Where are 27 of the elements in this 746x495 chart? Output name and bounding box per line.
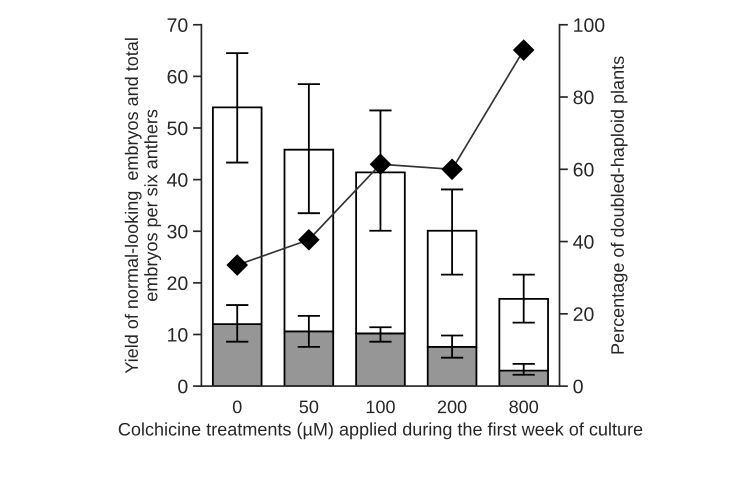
- y-tick-label: 50: [167, 121, 188, 136]
- y-tick-label: 0: [178, 380, 188, 394]
- x-tick-label: 100: [366, 400, 395, 414]
- x-axis-title: Colchicine treatments (µM) applied during the first week of culture: [118, 422, 642, 440]
- point: [298, 229, 320, 250]
- y2-tick-label: 80: [574, 90, 594, 104]
- x-tick-label: 0: [232, 400, 242, 414]
- point: [442, 158, 463, 180]
- y-tick-label: 70: [168, 18, 188, 32]
- y2-axis-title: Percentage of doubled-haploid plants: [610, 56, 628, 354]
- y2-tick-label: 0: [573, 380, 583, 394]
- y-tick-label: 60: [168, 70, 188, 84]
- y-tick-label: 40: [167, 173, 188, 187]
- x-tick-label: 800: [509, 400, 538, 414]
- x-tick-label: 200: [438, 400, 466, 414]
- y-tick-label: 30: [167, 224, 188, 238]
- y-tick-label: 20: [168, 276, 188, 290]
- y2-tick-label: 20: [574, 307, 594, 322]
- y-axis-title: Yield of normal-looking embryos and total embryos per six anthers: [124, 38, 162, 374]
- y2-tick-label: 100: [574, 18, 604, 32]
- point: [226, 254, 248, 276]
- y2-tick-label: 60: [574, 162, 594, 177]
- y2-tick-label: 40: [573, 235, 594, 249]
- x-tick-label: 50: [300, 400, 318, 414]
- point: [370, 154, 391, 175]
- point: [513, 40, 534, 61]
- y-tick-label: 10: [168, 328, 188, 342]
